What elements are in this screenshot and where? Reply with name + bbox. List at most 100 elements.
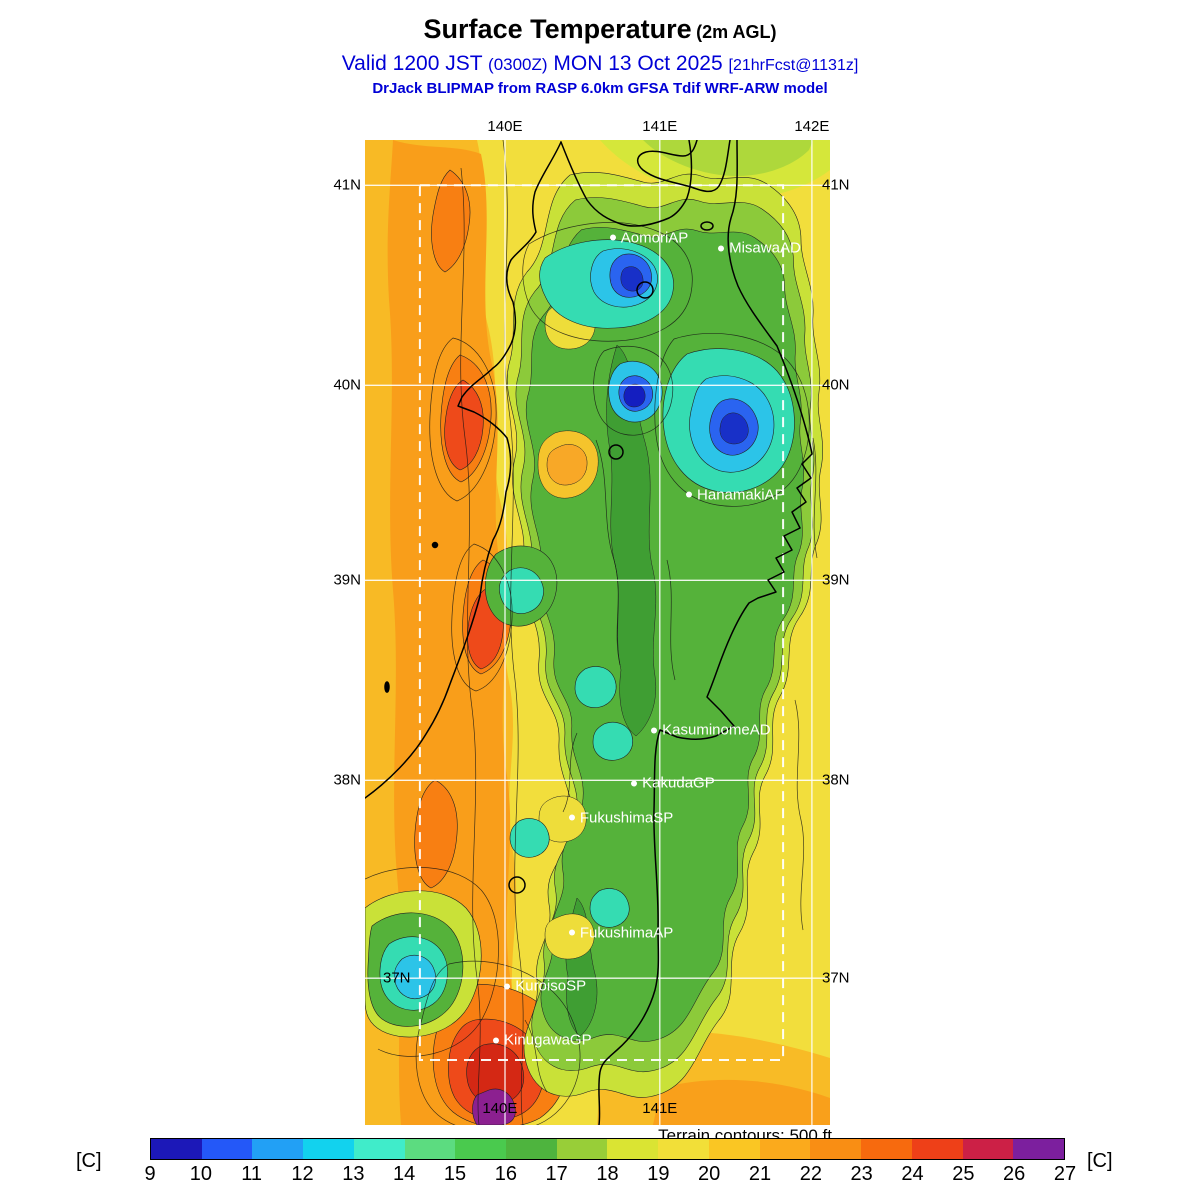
colorbar-unit-right: [C] bbox=[1087, 1150, 1113, 1172]
colorbar-seg-9-10 bbox=[151, 1139, 202, 1159]
colorbar-tick-23: 23 bbox=[850, 1163, 873, 1185]
page-title: Surface Temperature (2m AGL) bbox=[0, 14, 1200, 45]
station-label: KasuminomeAD bbox=[662, 721, 771, 739]
valid-prefix: Valid 1200 JST bbox=[341, 52, 483, 75]
lon-label-top-141E: 141E bbox=[642, 118, 678, 135]
station-dot bbox=[651, 727, 658, 733]
colorbar-tick-18: 18 bbox=[596, 1163, 619, 1185]
lon-label-bottom-140E: 140E bbox=[482, 1100, 518, 1117]
station-label: AomoriAP bbox=[620, 229, 689, 246]
station-dot bbox=[568, 814, 575, 821]
colorbar-tick-13: 13 bbox=[342, 1163, 365, 1185]
station-HanamakiAP: HanamakiAP bbox=[686, 486, 785, 503]
colorbar-seg-17-18 bbox=[556, 1139, 608, 1159]
station-FukushimaSP: FukushimaSP bbox=[568, 809, 674, 827]
colorbar-tick-25: 25 bbox=[952, 1163, 975, 1185]
colorbar-seg-22-23 bbox=[810, 1139, 862, 1159]
colorbar-tick-21: 21 bbox=[748, 1163, 772, 1185]
lat-label-left-38N: 38N bbox=[333, 771, 361, 789]
title-suffix: (2m AGL) bbox=[696, 22, 777, 42]
lat-label-right-40N: 40N bbox=[822, 376, 850, 394]
station-dot bbox=[609, 234, 616, 241]
lat-label-left-41N: 41N bbox=[333, 176, 361, 194]
colorbar-seg-26-27 bbox=[1013, 1139, 1064, 1159]
temperature-field bbox=[365, 140, 830, 1125]
station-MisawaAD: MisawaAD bbox=[718, 240, 801, 257]
colorbar-seg-15-16 bbox=[455, 1139, 507, 1159]
colorbar-seg-20-21 bbox=[708, 1139, 760, 1159]
colorbar-seg-24-25 bbox=[911, 1139, 963, 1159]
station-AomoriAP: AomoriAP bbox=[609, 229, 689, 246]
lat-label-right-41N: 41N bbox=[822, 176, 850, 194]
colorbar-tick-14: 14 bbox=[393, 1163, 416, 1185]
lat-label-left-37N: 37N bbox=[383, 969, 411, 987]
colorbar-seg-11-12 bbox=[252, 1139, 304, 1159]
colorbar-segments bbox=[150, 1138, 1065, 1160]
valid-zulu: (0300Z) bbox=[488, 55, 548, 74]
colorbar-seg-14-15 bbox=[404, 1139, 456, 1159]
station-label: KakudaGP bbox=[642, 774, 715, 792]
valid-line: Valid 1200 JST (0300Z) MON 13 Oct 2025 [… bbox=[0, 52, 1200, 76]
header: Surface Temperature (2m AGL) Valid 1200 … bbox=[0, 14, 1200, 97]
colorbar-tick-20: 20 bbox=[698, 1163, 721, 1185]
station-KakudaGP: KakudaGP bbox=[631, 775, 715, 792]
colorbar-tick-24: 24 bbox=[901, 1163, 924, 1185]
model-domain-box bbox=[418, 184, 785, 1062]
station-dot bbox=[718, 245, 725, 252]
colorbar-seg-10-11 bbox=[201, 1139, 253, 1159]
colorbar-tick-19: 19 bbox=[647, 1163, 670, 1185]
temperature-map-svg bbox=[365, 140, 830, 1125]
coastline bbox=[365, 140, 813, 1125]
colorbar: [C] 9 10 11 12 13 14 15 16 17 18 19 20 21 22 23 24 25 26 2… bbox=[76, 1138, 1113, 1186]
colorbar-tick-27: 27 bbox=[1053, 1163, 1077, 1185]
colorbar-tick-12: 12 bbox=[291, 1163, 314, 1185]
station-label: HanamakiAP bbox=[697, 486, 785, 504]
grid-layer bbox=[365, 140, 830, 1125]
valid-fcst: [21hrFcst@1131z] bbox=[728, 57, 859, 74]
station-dot bbox=[504, 983, 511, 990]
colorbar-tick-16: 16 bbox=[494, 1163, 517, 1185]
station-dot bbox=[568, 929, 575, 936]
station-label: KinugawaGP bbox=[504, 1031, 592, 1049]
colorbar-scale: 9 10 11 12 13 14 15 16 17 18 19 20 21 22 23 24 25 26 27 bbox=[144, 1138, 1076, 1186]
station-label: FukushimaSP bbox=[579, 809, 674, 827]
colorbar-ticks: 9 10 11 12 13 14 15 16 17 18 19 20 21 22 23 24 25 26 27 bbox=[144, 1160, 1076, 1186]
lat-label-right-39N: 39N bbox=[822, 571, 850, 589]
colorbar-seg-19-20 bbox=[658, 1139, 709, 1159]
colorbar-tick-9: 9 bbox=[144, 1163, 156, 1185]
title-main: Surface Temperature bbox=[423, 14, 692, 44]
colorbar-seg-13-14 bbox=[353, 1139, 405, 1159]
colorbar-tick-26: 26 bbox=[1003, 1163, 1026, 1185]
lat-label-right-37N: 37N bbox=[822, 969, 850, 987]
lat-label-left-40N: 40N bbox=[333, 376, 361, 394]
lon-label-top-140E: 140E bbox=[487, 118, 523, 135]
station-FukushimaAP: FukushimaAP bbox=[568, 924, 674, 942]
map-wrap: Terrain contours: 500 ft 140E 141E 142E 140… bbox=[333, 118, 849, 1145]
colorbar-seg-21-22 bbox=[759, 1139, 811, 1159]
colorbar-unit-left: [C] bbox=[76, 1150, 102, 1172]
colorbar-seg-18-19 bbox=[607, 1139, 659, 1159]
valid-date: MON 13 Oct 2025 bbox=[553, 52, 723, 75]
station-KinugawaGP: KinugawaGP bbox=[493, 1032, 592, 1049]
lat-label-right-38N: 38N bbox=[822, 771, 850, 789]
station-dot bbox=[631, 780, 638, 787]
colorbar-seg-16-17 bbox=[506, 1139, 557, 1159]
station-label: FukushimaAP bbox=[579, 924, 674, 942]
model-line: DrJack BLIPMAP from RASP 6.0km GFSA Tdif… bbox=[372, 80, 828, 97]
lon-label-top-142E: 142E bbox=[794, 118, 830, 135]
colorbar-seg-23-24 bbox=[861, 1139, 912, 1159]
colorbar-tick-22: 22 bbox=[799, 1163, 822, 1185]
colorbar-seg-25-26 bbox=[962, 1139, 1014, 1159]
lon-label-bottom-141E: 141E bbox=[642, 1100, 678, 1117]
station-KasuminomeAD: KasuminomeAD bbox=[651, 721, 771, 739]
station-label: MisawaAD bbox=[729, 239, 801, 257]
colorbar-seg-12-13 bbox=[303, 1139, 354, 1159]
station-dot bbox=[686, 491, 693, 498]
colorbar-tick-11: 11 bbox=[241, 1163, 263, 1185]
colorbar-tick-10: 10 bbox=[189, 1163, 212, 1185]
lat-label-left-39N: 39N bbox=[333, 571, 361, 589]
station-KuroisoSP: KuroisoSP bbox=[504, 978, 586, 995]
station-dot bbox=[493, 1037, 500, 1044]
station-label: KuroisoSP bbox=[515, 977, 587, 995]
